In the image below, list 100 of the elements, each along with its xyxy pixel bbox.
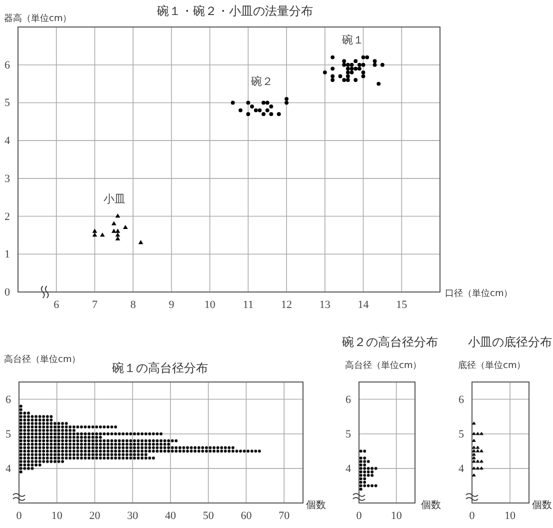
point	[112, 228, 116, 233]
x-tick-label: 8	[130, 298, 136, 311]
series-label: 碗２	[251, 74, 274, 88]
point	[361, 62, 366, 67]
y-tick-label: 5	[346, 428, 352, 440]
point	[92, 232, 98, 237]
point	[361, 74, 366, 78]
point	[123, 224, 128, 230]
chart-title: 小皿の底径分布	[468, 335, 552, 349]
point	[357, 66, 362, 71]
y-tick-label: 4	[6, 462, 12, 475]
x-axis-title: 口径（単位cm）	[445, 288, 513, 299]
point	[115, 228, 120, 233]
y-tick-label: 4	[458, 462, 464, 475]
y-axis-title: 底径（単位cm）	[458, 360, 526, 371]
point	[342, 62, 346, 67]
point	[361, 55, 366, 60]
y-tick-label: 6	[346, 394, 352, 406]
y-tick-label: 3	[4, 172, 10, 185]
x-tick-label: 10	[390, 510, 402, 522]
point	[330, 74, 335, 78]
chart-title: 碗１の高台径分布	[112, 361, 208, 375]
point	[338, 74, 342, 78]
x-tick-label: 7	[92, 298, 98, 311]
y-tick-label: 1	[4, 248, 10, 261]
point	[238, 108, 242, 112]
point	[330, 55, 335, 60]
x-tick-label: 0	[356, 510, 362, 522]
y-tick-label: 4	[346, 462, 352, 475]
point	[254, 108, 258, 112]
y-axis-title: 高台径（単位cm）	[345, 360, 422, 371]
point	[115, 236, 120, 240]
point	[262, 112, 266, 116]
point	[350, 66, 354, 71]
point	[346, 62, 350, 67]
point	[342, 59, 346, 64]
point	[115, 232, 120, 237]
point	[330, 66, 335, 71]
y-tick-label: 6	[6, 394, 12, 406]
point	[284, 100, 288, 105]
series-label: 小皿	[103, 192, 126, 206]
y-tick-label: 2	[4, 210, 10, 223]
x-axis-title: 個数	[306, 500, 326, 511]
x-tick-label: 10	[204, 298, 216, 311]
x-tick-label: 30	[127, 510, 139, 522]
chart-title: 碗１・碗２・小皿の法量分布	[157, 4, 313, 18]
point	[100, 232, 105, 237]
point	[361, 70, 366, 74]
x-tick-label: 20	[89, 510, 101, 522]
point	[92, 228, 98, 233]
point	[354, 66, 358, 71]
point	[276, 112, 281, 116]
y-tick-label: 4	[4, 135, 10, 148]
point	[350, 70, 354, 74]
point	[372, 62, 377, 67]
y-tick-label: 5	[4, 97, 10, 110]
point	[265, 100, 270, 105]
point	[376, 82, 381, 86]
x-tick-label: 12	[281, 298, 292, 311]
point	[354, 78, 358, 82]
point	[346, 78, 350, 82]
point	[342, 78, 346, 82]
x-tick-label: 10	[51, 510, 63, 522]
point	[330, 78, 335, 82]
point	[265, 108, 270, 112]
y-tick-label: 0	[4, 286, 10, 299]
point	[380, 62, 384, 67]
x-axis-title: 個数	[421, 500, 441, 511]
point	[346, 70, 350, 74]
y-axis-title: 器高（単位cm）	[4, 13, 72, 24]
point	[322, 70, 327, 74]
point	[354, 59, 358, 64]
x-tick-label: 14	[358, 298, 370, 311]
y-axis-title: 高台径（単位cm）	[4, 354, 81, 365]
x-tick-label: 50	[202, 510, 214, 522]
point	[357, 62, 362, 67]
y-tick-label: 5	[458, 428, 464, 440]
point	[138, 240, 144, 244]
point	[250, 104, 254, 108]
point	[350, 62, 354, 67]
y-tick-label: 6	[458, 394, 464, 406]
series-label: 碗１	[342, 33, 364, 46]
x-tick-label: 10	[504, 510, 516, 522]
x-tick-label: 60	[240, 510, 252, 522]
point	[365, 55, 370, 60]
x-tick-label: 13	[319, 298, 331, 311]
y-tick-label: 5	[6, 428, 12, 440]
x-tick-label: 70	[278, 510, 290, 522]
x-axis-title: 個数	[532, 500, 552, 511]
x-tick-label: 15	[396, 298, 408, 311]
y-tick-label: 6	[4, 59, 10, 72]
chart-title: 碗２の高台径分布	[342, 335, 438, 349]
point	[258, 108, 262, 112]
point	[346, 74, 350, 78]
point	[346, 66, 350, 71]
point	[269, 112, 274, 116]
point	[230, 100, 235, 105]
x-tick-label: 11	[242, 298, 254, 311]
point	[284, 96, 288, 101]
point	[262, 100, 266, 105]
